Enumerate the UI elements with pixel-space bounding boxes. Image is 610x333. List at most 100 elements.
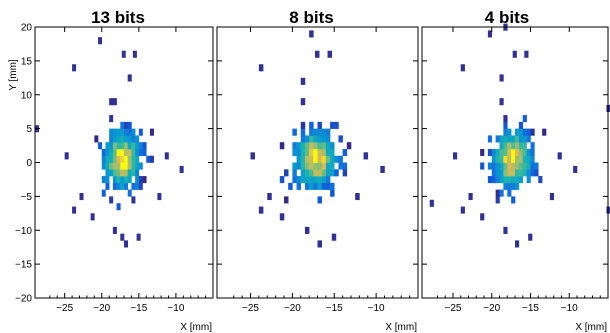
heatmap-cell: [313, 182, 318, 190]
heatmap-cell: [511, 162, 516, 170]
heatmap-cell: [138, 128, 143, 136]
heatmap-cell: [534, 169, 539, 177]
heatmap-cell: [304, 162, 310, 170]
heatmap-cell: [334, 169, 339, 177]
heatmap-cell: [120, 121, 125, 129]
heatmap-cell: [346, 142, 352, 150]
heatmap-cell: [334, 155, 339, 163]
heatmap-cell-outlier: [79, 192, 84, 201]
heatmap-cell: [325, 142, 331, 150]
y-tick-label: −15: [15, 260, 32, 271]
heatmap-cell: [313, 135, 318, 143]
heatmap-cell: [499, 148, 504, 157]
heatmap-cell: [487, 162, 493, 170]
heatmap-cell: [120, 169, 125, 177]
heatmap-cell-outlier: [136, 233, 141, 241]
heatmap-cell: [321, 128, 327, 136]
heatmap-cell: [127, 128, 132, 136]
heatmap-cell: [120, 135, 125, 143]
heatmap-cell: [116, 169, 121, 177]
heatmap-cell: [120, 176, 125, 184]
heatmap-cell: [124, 121, 129, 129]
heatmap-cell-outlier: [179, 165, 184, 173]
heatmap-cell: [109, 169, 114, 177]
heatmap-cell: [526, 162, 531, 170]
heatmap-cell: [296, 155, 302, 163]
heatmap-cell: [105, 155, 110, 163]
heatmap-cell: [309, 135, 314, 143]
heatmap-cell: [534, 162, 539, 170]
heatmap-cell: [511, 169, 516, 177]
heatmap-cell: [304, 148, 310, 157]
heatmap-cell: [309, 128, 314, 136]
heatmap-cell-outlier: [124, 240, 129, 248]
heatmap-cell: [515, 169, 520, 177]
heatmap-cell: [120, 155, 125, 163]
heatmap-cell: [116, 203, 121, 211]
heatmap-cell: [507, 135, 512, 143]
heatmap-cell: [120, 142, 125, 150]
heatmap-cell: [131, 148, 136, 157]
heatmap-cell: [300, 169, 306, 177]
heatmap-cell-outlier: [460, 206, 465, 214]
heatmap-cell: [338, 155, 343, 163]
heatmap-cell: [518, 176, 524, 184]
heatmap-cell: [503, 128, 508, 136]
heatmap-cell: [313, 142, 318, 150]
heatmap-cell: [518, 142, 524, 150]
heatmap-cell: [480, 148, 485, 157]
heatmap-cell: [112, 148, 117, 157]
heatmap-cell: [526, 155, 531, 163]
heatmap-cell: [124, 169, 129, 177]
heatmap-cell: [284, 169, 289, 177]
heatmap-cell: [518, 169, 524, 177]
heatmap-cell: [116, 176, 121, 184]
x-tick-label: −15: [130, 303, 147, 314]
heatmap-cell: [530, 169, 535, 177]
heatmap-cell: [515, 128, 520, 136]
x-tick-label: −15: [522, 303, 539, 314]
heatmap-cell: [105, 176, 110, 184]
heatmap-cell: [487, 176, 493, 184]
heatmap-cell-outlier: [380, 165, 385, 173]
heatmap-cell: [304, 176, 310, 184]
heatmap-cell: [325, 182, 331, 190]
heatmap-cell: [300, 121, 306, 129]
heatmap-cell: [109, 115, 114, 123]
heatmap-cell: [296, 176, 302, 184]
heatmap-cell: [109, 162, 114, 170]
heatmap-cell: [522, 115, 527, 123]
heatmap-cell: [101, 176, 106, 184]
panel-4-bits: −25 −20 −15 −10 4 bits X [mm]: [421, 8, 610, 333]
heatmap-cell: [292, 148, 297, 157]
heatmap-cell: [507, 176, 512, 184]
heatmap-cell: [499, 162, 504, 170]
heatmap-cell: [131, 155, 136, 163]
heatmap-cell: [321, 169, 327, 177]
heatmap-cell: [522, 128, 527, 136]
heatmap-cell: [127, 148, 132, 157]
heatmap-cell: [135, 162, 140, 170]
heatmap-cell-outlier: [317, 240, 322, 248]
heatmap-cell: [292, 142, 297, 150]
heatmap-cell: [138, 142, 143, 150]
heatmap-cell: [292, 128, 297, 136]
heatmap-cell: [317, 135, 322, 143]
heatmap-cell: [499, 189, 504, 197]
heatmap-cell: [518, 135, 524, 143]
heatmap-cell-outlier: [279, 213, 285, 221]
heatmap-cell: [112, 182, 117, 190]
heatmap-cell: [526, 148, 531, 157]
heatmap-cell: [330, 162, 335, 170]
heatmap-cell: [317, 142, 322, 150]
heatmap-cell-outlier: [327, 50, 333, 58]
y-tick-label: 0: [26, 158, 32, 169]
heatmap-cell: [116, 135, 121, 143]
heatmap-cell: [522, 169, 527, 177]
heatmap-cell: [518, 148, 524, 157]
heatmap-cell: [142, 148, 147, 157]
heatmap-cell: [342, 162, 348, 170]
heatmap-cell: [296, 148, 302, 157]
heatmap-cell: [518, 121, 524, 129]
heatmap-cell: [313, 162, 318, 170]
